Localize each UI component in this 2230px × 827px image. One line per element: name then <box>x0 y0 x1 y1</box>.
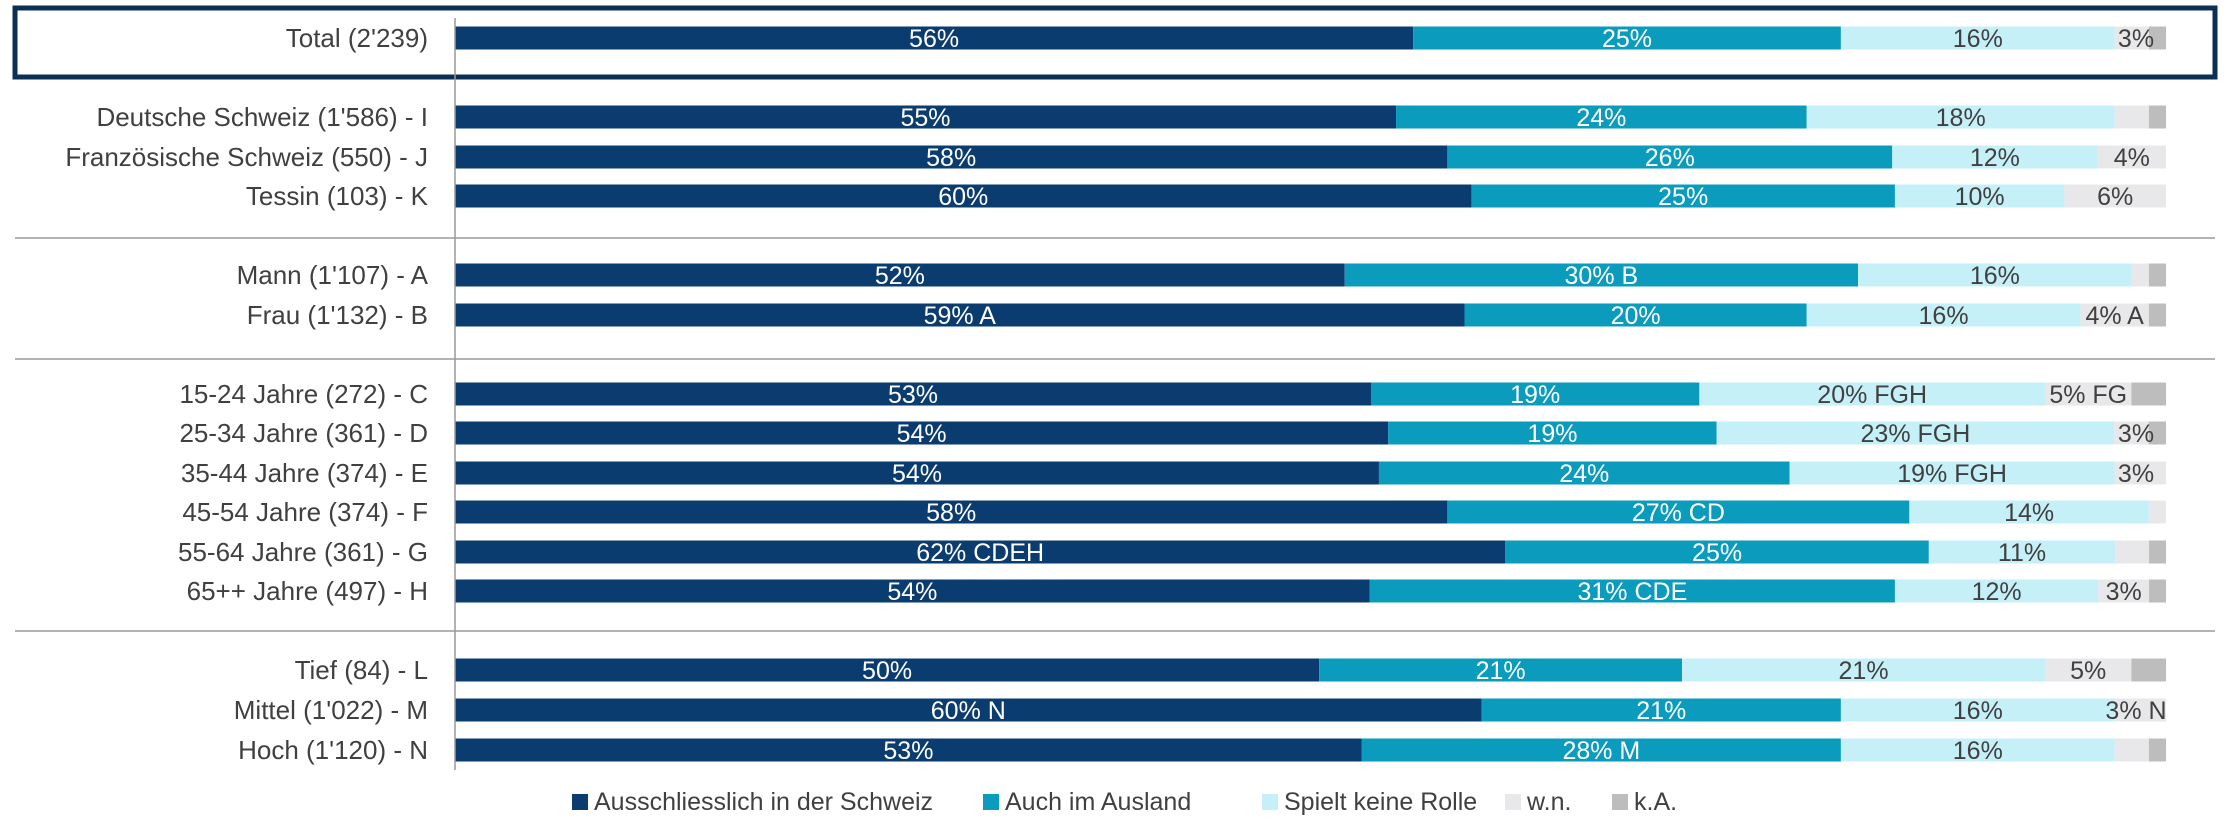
bar-data-label: 18% <box>1936 104 1986 132</box>
legend-label: w.n. <box>1526 788 1571 816</box>
category-label: 55-64 Jahre (361) - G <box>178 537 428 567</box>
category-label: Frau (1'132) - B <box>247 300 428 330</box>
bar-segment <box>2132 264 2149 287</box>
bar-data-label: 26% <box>1645 144 1695 172</box>
legend-swatch <box>983 794 999 810</box>
category-label: Mittel (1'022) - M <box>234 695 428 725</box>
bar-data-label: 10% <box>1955 183 2005 211</box>
bar-data-label: 50% <box>862 657 912 685</box>
category-label: 45-54 Jahre (374) - F <box>182 497 428 527</box>
legend-label: Spielt keine Rolle <box>1284 788 1477 816</box>
bar-data-label: 53% <box>883 737 933 765</box>
bar-data-label: 5% FG <box>2049 381 2127 409</box>
legend-swatch <box>1505 794 1521 810</box>
bar-data-label: 24% <box>1576 104 1626 132</box>
bar-data-label: 54% <box>892 460 942 488</box>
bar-data-label: 21% <box>1839 657 1889 685</box>
bar-data-label: 54% <box>887 578 937 606</box>
bar-data-label: 31% CDE <box>1577 578 1687 606</box>
bar-data-label: 20% <box>1611 302 1661 330</box>
bar-data-label: 14% <box>2004 499 2054 527</box>
bar-data-label: 25% <box>1658 183 1708 211</box>
bar-data-label: 28% M <box>1562 737 1640 765</box>
bar-data-label: 60% <box>938 183 988 211</box>
bar-data-label: 53% <box>888 381 938 409</box>
category-label: Hoch (1'120) - N <box>238 735 428 765</box>
bar-data-label: 59% A <box>924 302 997 330</box>
category-label: Französische Schweiz (550) - J <box>65 142 428 172</box>
bar-data-label: 19% <box>1527 420 1577 448</box>
bar-data-label: 12% <box>1970 144 2020 172</box>
bar-data-label: 52% <box>875 262 925 290</box>
legend-label: Ausschliesslich in der Schweiz <box>594 788 933 816</box>
bar-data-label: 3% <box>2118 25 2154 53</box>
category-label: Total (2'239) <box>286 23 428 53</box>
legend-swatch <box>1612 794 1628 810</box>
category-label: Tessin (103) - K <box>246 181 429 211</box>
category-label: 15-24 Jahre (272) - C <box>179 379 428 409</box>
bar-data-label: 58% <box>926 144 976 172</box>
bar-data-label: 27% CD <box>1632 499 1725 527</box>
category-label: 25-34 Jahre (361) - D <box>179 418 428 448</box>
bar-data-label: 55% <box>901 104 951 132</box>
bar-data-label: 25% <box>1692 539 1742 567</box>
category-label: Deutsche Schweiz (1'586) - I <box>96 102 428 132</box>
bar-segment <box>2149 739 2166 762</box>
bar-segment <box>2149 541 2166 564</box>
bar-segment <box>2131 383 2166 406</box>
bar-segment <box>2149 264 2166 287</box>
bar-data-label: 4% A <box>2085 302 2144 330</box>
legend-label: Auch im Ausland <box>1005 788 1191 816</box>
bar-data-label: 54% <box>897 420 947 448</box>
bar-data-label: 62% CDEH <box>916 539 1044 567</box>
bar-data-label: 60% N <box>931 697 1006 725</box>
bar-data-label: 20% FGH <box>1817 381 1927 409</box>
bar-data-label: 3% <box>2118 460 2154 488</box>
bar-data-label: 5% <box>2070 657 2106 685</box>
bar-data-label: 23% FGH <box>1861 420 1971 448</box>
bar-segment <box>2149 501 2166 524</box>
legend-swatch <box>1262 794 1278 810</box>
bar-data-label: 30% B <box>1565 262 1639 290</box>
bar-data-label: 3% <box>2118 420 2154 448</box>
bar-segment <box>2149 106 2166 129</box>
bar-data-label: 56% <box>909 25 959 53</box>
bar-data-label: 11% <box>1998 539 2046 567</box>
bar-data-label: 21% <box>1636 697 1686 725</box>
category-label: 35-44 Jahre (374) - E <box>181 458 428 488</box>
bar-data-label: 16% <box>1970 262 2020 290</box>
bar-data-label: 12% <box>1972 578 2022 606</box>
bar-data-label: 3% <box>2106 578 2142 606</box>
legend-label: k.A. <box>1634 788 1677 816</box>
bar-segment <box>2131 659 2166 682</box>
bar-data-label: 25% <box>1602 25 1652 53</box>
bar-data-label: 21% <box>1476 657 1526 685</box>
bar-data-label: 24% <box>1559 460 1609 488</box>
bar-data-label: 19% <box>1510 381 1560 409</box>
bar-data-label: 16% <box>1919 302 1969 330</box>
bar-segment <box>2115 106 2149 129</box>
bar-data-label: 16% <box>1953 697 2003 725</box>
bar-segment <box>2115 541 2149 564</box>
category-label: 65++ Jahre (497) - H <box>187 576 428 606</box>
bar-data-label: 4% <box>2114 144 2150 172</box>
category-label: Tief (84) - L <box>295 655 428 685</box>
bar-data-label: 16% <box>1953 25 2003 53</box>
legend: Ausschliesslich in der Schweiz Auch im Au… <box>572 788 1677 816</box>
bar-data-label: 16% <box>1953 737 2003 765</box>
category-labels: Total (2'239) Deutsche Schweiz (1'586) - … <box>65 23 428 765</box>
bar-segment <box>2149 304 2166 327</box>
bar-data-label: 19% FGH <box>1897 460 2007 488</box>
bar-data-label: 3% N <box>2105 697 2166 725</box>
legend-swatch <box>572 794 588 810</box>
bar-segment <box>2149 580 2166 603</box>
category-label: Mann (1'107) - A <box>237 260 429 290</box>
bar-segment <box>2115 739 2149 762</box>
bar-data-label: 58% <box>926 499 976 527</box>
bar-data-label: 6% <box>2097 183 2133 211</box>
